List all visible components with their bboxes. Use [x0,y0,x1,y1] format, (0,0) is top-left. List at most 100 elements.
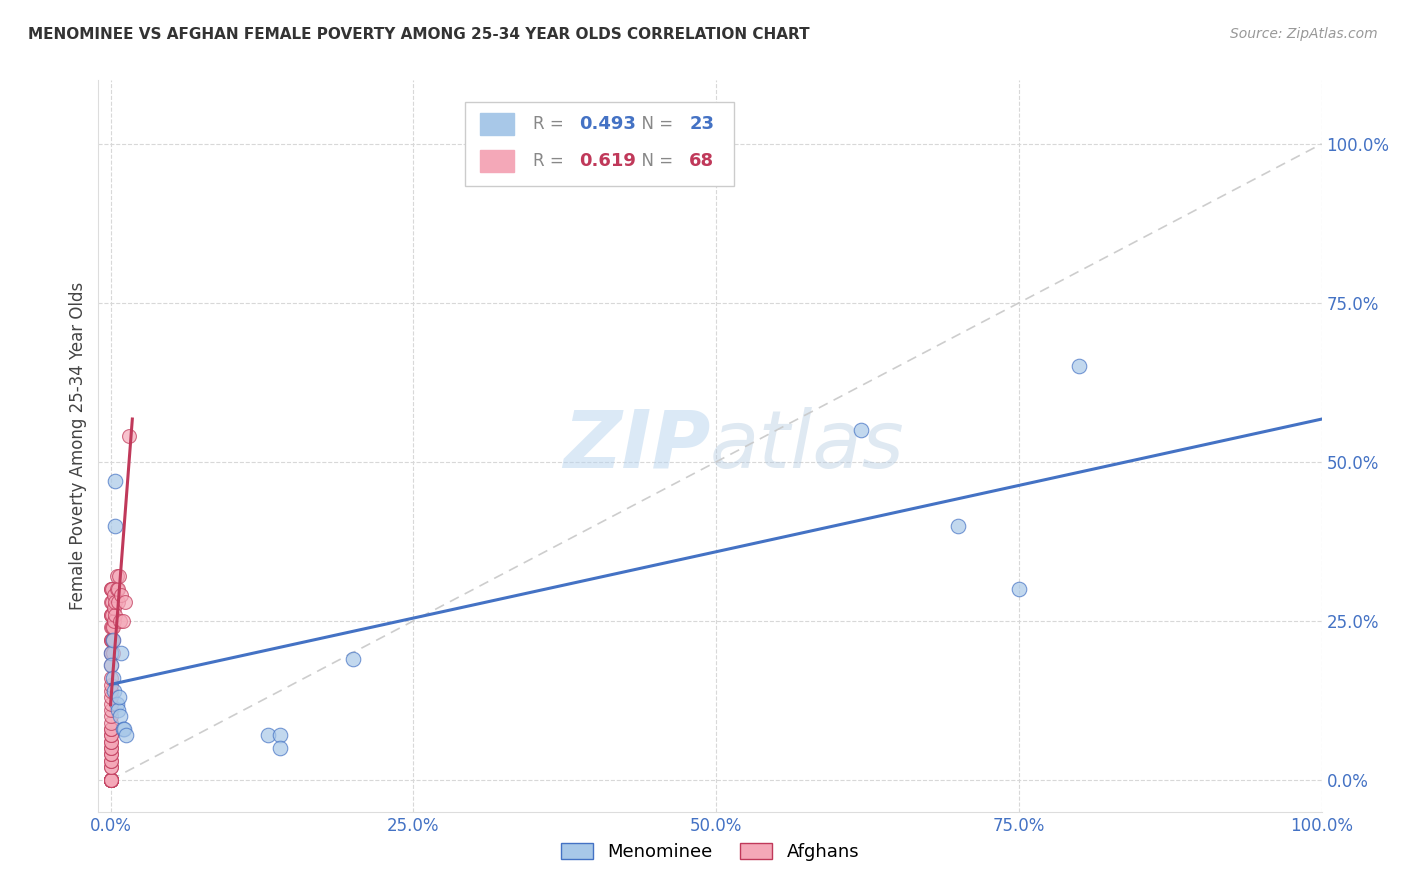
Point [100,772,122,787]
Text: R =: R = [533,152,568,169]
Point [104,607,127,622]
Text: ZIP: ZIP [562,407,710,485]
Point [100,722,122,736]
Point [100,772,122,787]
Point [100,772,122,787]
Point [114,595,136,609]
Point [105,582,128,596]
Point [100,684,122,698]
Bar [479,150,515,171]
Point [100,741,122,756]
Point [100,595,122,609]
Text: R =: R = [533,115,568,133]
Bar [479,113,515,136]
Text: MENOMINEE VS AFGHAN FEMALE POVERTY AMONG 25-34 YEAR OLDS CORRELATION CHART: MENOMINEE VS AFGHAN FEMALE POVERTY AMONG… [28,27,810,42]
Point [101,632,124,647]
Point [100,747,122,762]
Point [104,518,127,533]
Point [100,646,122,660]
Point [100,772,122,787]
Point [100,772,122,787]
Point [111,614,134,628]
Point [101,646,124,660]
Point [100,671,122,685]
Point [100,620,122,634]
Point [948,518,970,533]
Point [100,632,122,647]
Point [100,646,122,660]
Text: Source: ZipAtlas.com: Source: ZipAtlas.com [1230,27,1378,41]
Point [111,722,134,736]
Point [342,652,364,666]
Point [110,614,132,628]
Point [103,601,125,615]
Point [100,772,122,787]
Point [104,474,127,488]
Point [100,632,122,647]
Point [100,582,122,596]
Point [100,709,122,723]
Point [110,589,132,603]
Point [103,589,125,603]
Point [115,728,138,742]
Text: 0.619: 0.619 [579,152,636,169]
Point [100,620,122,634]
Y-axis label: Female Poverty Among 25-34 Year Olds: Female Poverty Among 25-34 Year Olds [69,282,87,610]
Point [100,728,122,742]
Point [100,607,122,622]
Text: 68: 68 [689,152,714,169]
Point [110,646,132,660]
Point [100,658,122,673]
Point [100,735,122,749]
Point [101,671,124,685]
Point [100,703,122,717]
Point [100,760,122,774]
Point [100,632,122,647]
Point [101,632,124,647]
Point [100,595,122,609]
Point [100,772,122,787]
Point [108,690,131,705]
Point [103,614,125,628]
Point [112,722,135,736]
Point [100,754,122,768]
Text: N =: N = [630,115,678,133]
Point [100,658,122,673]
Text: atlas: atlas [710,407,905,485]
Text: 0.493: 0.493 [579,115,636,133]
Point [107,582,129,596]
Point [100,772,122,787]
Point [100,582,122,596]
Point [269,741,291,756]
Point [100,760,122,774]
Point [100,772,122,787]
Point [851,423,873,437]
Point [1008,582,1031,596]
Point [104,595,127,609]
Point [100,772,122,787]
Point [100,607,122,622]
FancyBboxPatch shape [465,103,734,186]
Point [110,709,132,723]
Point [269,728,291,742]
Text: N =: N = [630,152,678,169]
Point [100,722,122,736]
Point [100,697,122,711]
Point [100,754,122,768]
Legend: Menominee, Afghans: Menominee, Afghans [554,836,866,869]
Point [107,595,129,609]
Point [100,772,122,787]
Point [257,728,280,742]
Point [1069,359,1091,374]
Point [107,703,129,717]
Point [100,735,122,749]
Point [100,741,122,756]
Point [100,646,122,660]
Point [100,728,122,742]
Point [100,607,122,622]
Point [101,620,124,634]
Point [100,772,122,787]
Point [105,569,128,583]
Point [100,677,122,691]
Point [100,582,122,596]
